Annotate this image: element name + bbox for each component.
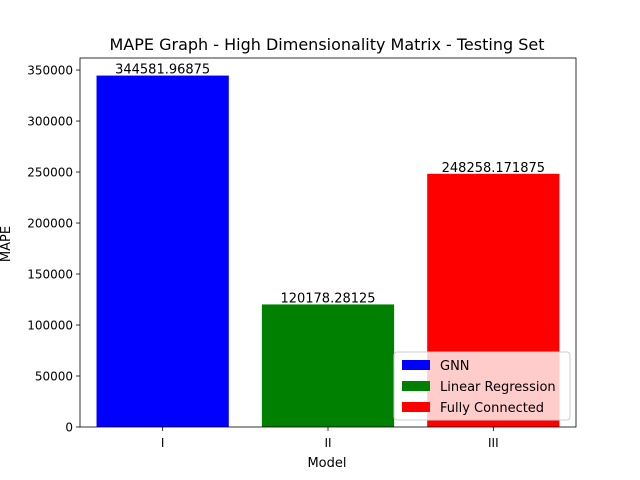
y-tick-label: 0	[65, 421, 73, 435]
y-axis-ticks: 0 50000 100000 150000 200000 250000 300000 3500…	[27, 64, 80, 435]
x-axis-ticks: I II III	[161, 427, 499, 450]
legend-label: Fully Connected	[440, 401, 544, 416]
legend-box	[393, 351, 571, 421]
x-tick-label: III	[488, 436, 499, 450]
y-tick-label: 50000	[35, 370, 73, 384]
chart-title: MAPE Graph - High Dimensionality Matrix …	[110, 35, 545, 54]
y-tick-label: 350000	[27, 64, 73, 78]
legend-label: Linear Regression	[440, 380, 556, 395]
bar-value-label: 120178.28125	[280, 291, 375, 306]
bar-II	[261, 304, 395, 427]
legend-swatch	[402, 402, 430, 412]
y-tick-label: 150000	[27, 268, 73, 282]
legend-swatch	[402, 360, 430, 370]
bar-value-label: 248258.171875	[442, 161, 545, 176]
y-axis-label: MAPE	[0, 226, 14, 262]
y-tick-label: 200000	[27, 217, 73, 231]
bars-layer	[96, 75, 560, 428]
legend-swatch	[402, 381, 430, 391]
bar-value-labels: 344581.96875 120178.28125 248258.171875	[115, 63, 545, 307]
legend: GNN Linear Regression Fully Connected	[393, 351, 571, 421]
y-tick-label: 100000	[27, 319, 73, 333]
x-tick-label: I	[161, 436, 165, 450]
x-tick-label: II	[324, 436, 331, 450]
y-tick-label: 300000	[27, 115, 73, 129]
x-axis-label: Model	[307, 456, 346, 471]
y-tick-label: 250000	[27, 166, 73, 180]
bar-I	[96, 75, 229, 428]
bar-value-label: 344581.96875	[115, 63, 210, 78]
legend-label: GNN	[440, 359, 470, 374]
